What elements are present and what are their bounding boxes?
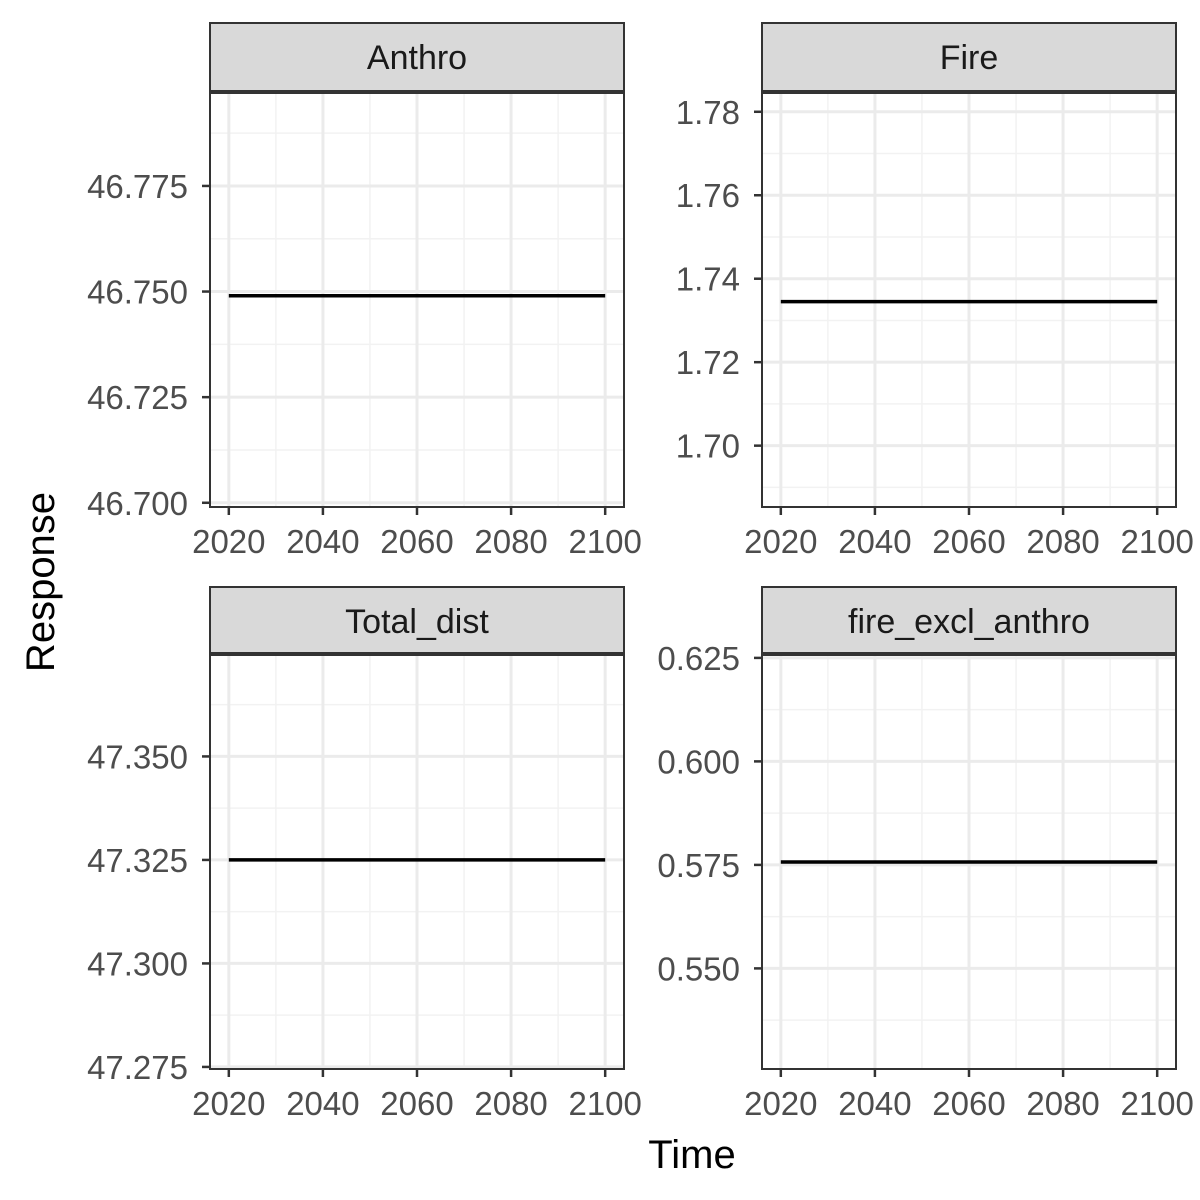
y-tick-label: 47.275 — [87, 1049, 188, 1086]
facet-strip — [209, 22, 625, 92]
x-tick-label: 2040 — [838, 1085, 911, 1122]
x-tick-label: 2020 — [744, 523, 817, 560]
y-tick-label: 47.325 — [87, 842, 188, 879]
x-tick-label: 2080 — [474, 523, 547, 560]
x-tick-label: 2060 — [932, 1085, 1005, 1122]
y-tick-label: 46.775 — [87, 168, 188, 205]
y-tick-label: 0.600 — [657, 743, 740, 780]
x-tick-label: 2040 — [286, 523, 359, 560]
y-tick-label: 1.74 — [676, 261, 740, 298]
facet-strip-label: fire_excl_anthro — [848, 603, 1090, 641]
x-tick-label: 2060 — [380, 523, 453, 560]
x-tick-label: 2100 — [568, 1085, 641, 1122]
facet-panel: 2020 2040 2060 2080 2100 46.700 46.725 46.750 46… — [87, 22, 642, 560]
y-tick-label: 46.750 — [87, 274, 188, 311]
panel-border — [761, 654, 1177, 1070]
y-tick-label: 1.70 — [676, 428, 740, 465]
facet-strip — [761, 22, 1177, 92]
y-tick-label: 1.72 — [676, 344, 740, 381]
x-tick-label: 2100 — [1120, 1085, 1193, 1122]
x-tick-label: 2100 — [568, 523, 641, 560]
y-tick-label: 46.725 — [87, 379, 188, 416]
y-tick-label: 1.76 — [676, 177, 740, 214]
y-tick-label: 0.575 — [657, 847, 740, 884]
y-tick-label: 1.78 — [676, 94, 740, 131]
x-tick-label: 2020 — [744, 1085, 817, 1122]
x-tick-label: 2080 — [1026, 523, 1099, 560]
y-axis-title: Response — [19, 492, 63, 672]
x-axis-title: Time — [648, 1133, 735, 1177]
y-tick-label: 0.550 — [657, 950, 740, 987]
facet-panel: 2020 2040 2060 2080 2100 1.70 1.72 1.74 1.76 1.78… — [676, 22, 1194, 560]
y-tick-label: 46.700 — [87, 485, 188, 522]
x-tick-label: 2080 — [474, 1085, 547, 1122]
panel-border — [209, 654, 625, 1070]
facet-strip-label: Fire — [940, 39, 999, 77]
x-tick-label: 2060 — [932, 523, 1005, 560]
x-tick-label: 2020 — [192, 1085, 265, 1122]
x-tick-label: 2100 — [1120, 523, 1193, 560]
facet-strip — [209, 586, 625, 654]
panel-border — [761, 92, 1177, 508]
x-tick-label: 2060 — [380, 1085, 453, 1122]
facet-strip — [761, 586, 1177, 654]
facet-panel: 2020 2040 2060 2080 2100 47.275 47.300 47.325 47… — [87, 586, 642, 1122]
y-tick-label: 0.625 — [657, 640, 740, 677]
facets: 2020 2040 2060 2080 2100 46.700 46.725 46.750 46… — [87, 22, 1194, 1122]
x-tick-label: 2020 — [192, 523, 265, 560]
facet-strip-label: Total_dist — [345, 603, 489, 641]
panel-border — [209, 92, 625, 508]
y-tick-label: 47.350 — [87, 738, 188, 775]
x-tick-label: 2080 — [1026, 1085, 1099, 1122]
y-tick-label: 47.300 — [87, 945, 188, 982]
x-tick-label: 2040 — [286, 1085, 359, 1122]
facet-strip-label: Anthro — [367, 39, 467, 77]
x-tick-label: 2040 — [838, 523, 911, 560]
facet-panel: 2020 2040 2060 2080 2100 0.550 0.575 0.600 0.625… — [657, 586, 1194, 1122]
